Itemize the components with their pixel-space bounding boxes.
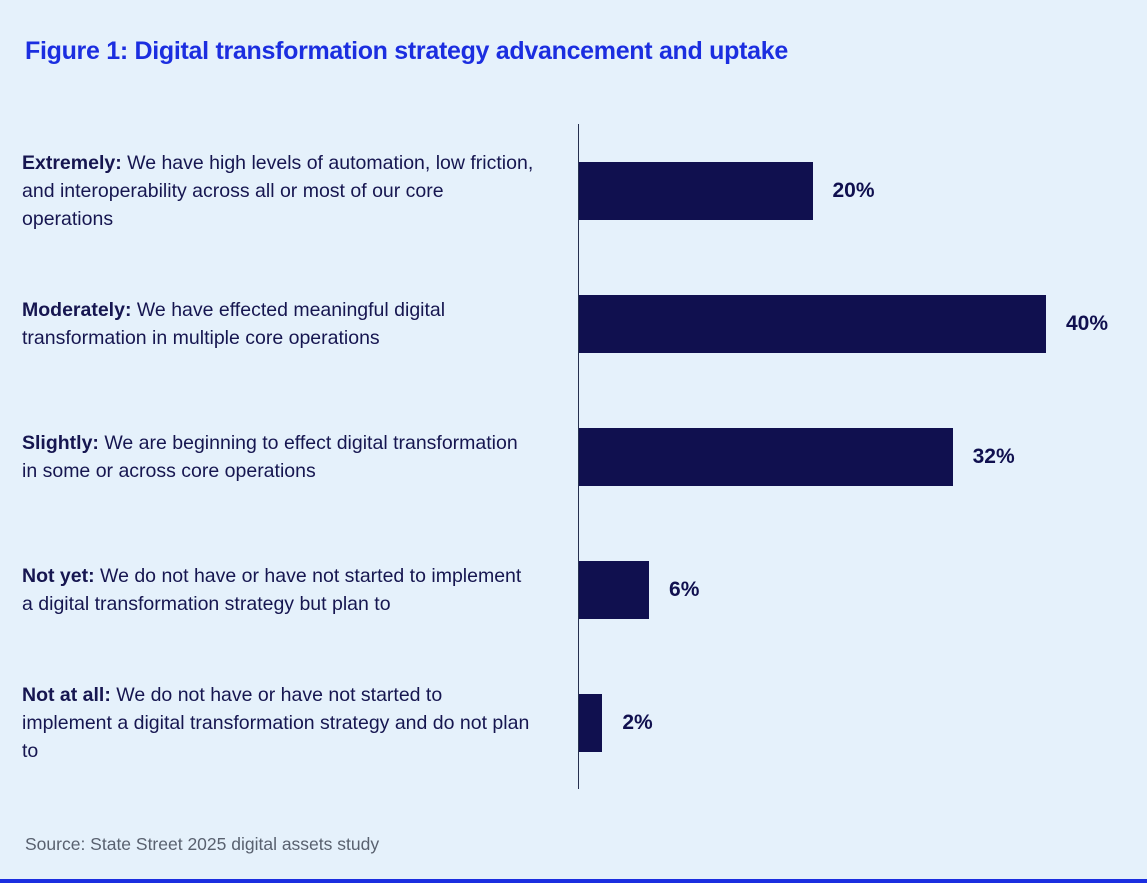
plot-area: 40%: [578, 257, 1129, 390]
chart-row: Slightly: We are beginning to effect dig…: [22, 390, 1129, 523]
category-label: Not at all: We do not have or have not s…: [22, 681, 578, 765]
category-description: We have high levels of automation, low f…: [22, 151, 534, 230]
bar-chart: Extremely: We have high levels of automa…: [22, 124, 1129, 789]
value-label: 32%: [972, 444, 1015, 468]
chart-row: Extremely: We have high levels of automa…: [22, 124, 1129, 257]
chart-row: Not yet: We do not have or have not star…: [22, 523, 1129, 656]
source-note: Source: State Street 2025 digital assets…: [25, 834, 380, 854]
category-name: Extremely:: [22, 151, 122, 174]
category-description: We are beginning to effect digital trans…: [22, 431, 518, 482]
category-name: Not yet:: [22, 564, 95, 587]
value-label: 20%: [832, 178, 875, 202]
bar: [579, 693, 603, 752]
bar: [579, 427, 953, 486]
bar: [579, 560, 650, 619]
plot-area: 2%: [578, 656, 1129, 789]
category-label: Extremely: We have high levels of automa…: [22, 149, 578, 233]
figure-title: Figure 1: Digital transformation strateg…: [25, 37, 788, 65]
category-name: Moderately:: [22, 298, 132, 321]
plot-area: 20%: [578, 124, 1129, 257]
value-label: 2%: [622, 710, 653, 734]
bar: [579, 161, 813, 220]
category-description: We do not have or have not started to im…: [22, 564, 522, 615]
chart-row: Moderately: We have effected meaningful …: [22, 257, 1129, 390]
category-name: Not at all:: [22, 683, 111, 706]
value-label: 6%: [669, 577, 700, 601]
category-label: Moderately: We have effected meaningful …: [22, 296, 578, 352]
category-name: Slightly:: [22, 431, 99, 454]
plot-area: 32%: [578, 390, 1129, 523]
bottom-accent-strip: [0, 879, 1147, 883]
value-label: 40%: [1066, 311, 1109, 335]
category-description: We do not have or have not started to im…: [22, 683, 530, 762]
category-label: Not yet: We do not have or have not star…: [22, 562, 578, 618]
plot-area: 6%: [578, 523, 1129, 656]
chart-row: Not at all: We do not have or have not s…: [22, 656, 1129, 789]
category-label: Slightly: We are beginning to effect dig…: [22, 429, 578, 485]
category-description: We have effected meaningful digital tran…: [22, 298, 446, 349]
bar: [579, 294, 1046, 353]
